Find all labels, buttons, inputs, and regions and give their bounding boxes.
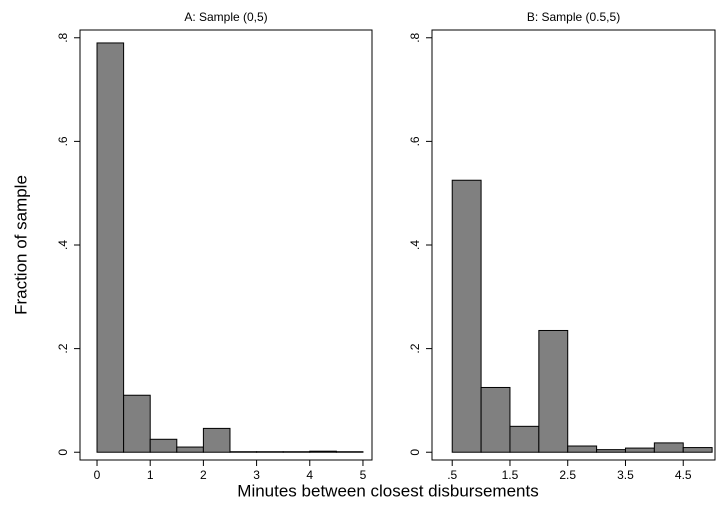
bar xyxy=(624,447,655,453)
bar xyxy=(335,451,364,453)
bar xyxy=(567,445,598,453)
x-tick-label: 1.5 xyxy=(502,468,519,482)
x-tick-label: 1 xyxy=(147,468,154,482)
bar xyxy=(451,179,482,453)
y-tick-label: .4 xyxy=(408,240,422,250)
x-tick-label: 4.5 xyxy=(675,468,692,482)
x-tick-label: 0 xyxy=(94,468,101,482)
y-tick-label: .2 xyxy=(56,343,70,353)
panel-title: A: Sample (0,5) xyxy=(184,10,267,24)
bar xyxy=(653,442,684,453)
bar xyxy=(309,450,337,453)
x-tick-label: 3 xyxy=(253,468,260,482)
bar xyxy=(202,427,231,453)
x-axis-title: Minutes between closest disbursements xyxy=(237,481,538,500)
bar xyxy=(149,438,178,453)
bar xyxy=(256,451,284,453)
x-tick-label: 4 xyxy=(306,468,313,482)
bar xyxy=(538,329,569,453)
bar xyxy=(282,451,311,453)
bar xyxy=(123,394,151,453)
bar xyxy=(509,425,540,453)
y-tick-label: .6 xyxy=(56,136,70,146)
y-tick-label: .4 xyxy=(56,240,70,250)
x-tick-label: 2.5 xyxy=(559,468,576,482)
y-tick-label: .2 xyxy=(408,343,422,353)
x-tick-label: .5 xyxy=(447,468,457,482)
x-tick-label: 2 xyxy=(200,468,207,482)
bar xyxy=(480,386,511,453)
x-tick-label: 3.5 xyxy=(617,468,634,482)
y-axis-title: Fraction of sample xyxy=(11,175,30,315)
bar xyxy=(682,447,713,453)
bar xyxy=(176,446,204,453)
y-tick-label: 0 xyxy=(56,449,70,456)
y-tick-label: .8 xyxy=(408,32,422,42)
y-tick-label: .8 xyxy=(56,32,70,42)
bar xyxy=(96,42,125,453)
bar xyxy=(229,451,258,453)
y-tick-label: .6 xyxy=(408,136,422,146)
panel-title: B: Sample (0.5,5) xyxy=(527,10,620,24)
y-tick-label: 0 xyxy=(408,449,422,456)
bar xyxy=(596,449,626,453)
x-tick-label: 5 xyxy=(360,468,367,482)
